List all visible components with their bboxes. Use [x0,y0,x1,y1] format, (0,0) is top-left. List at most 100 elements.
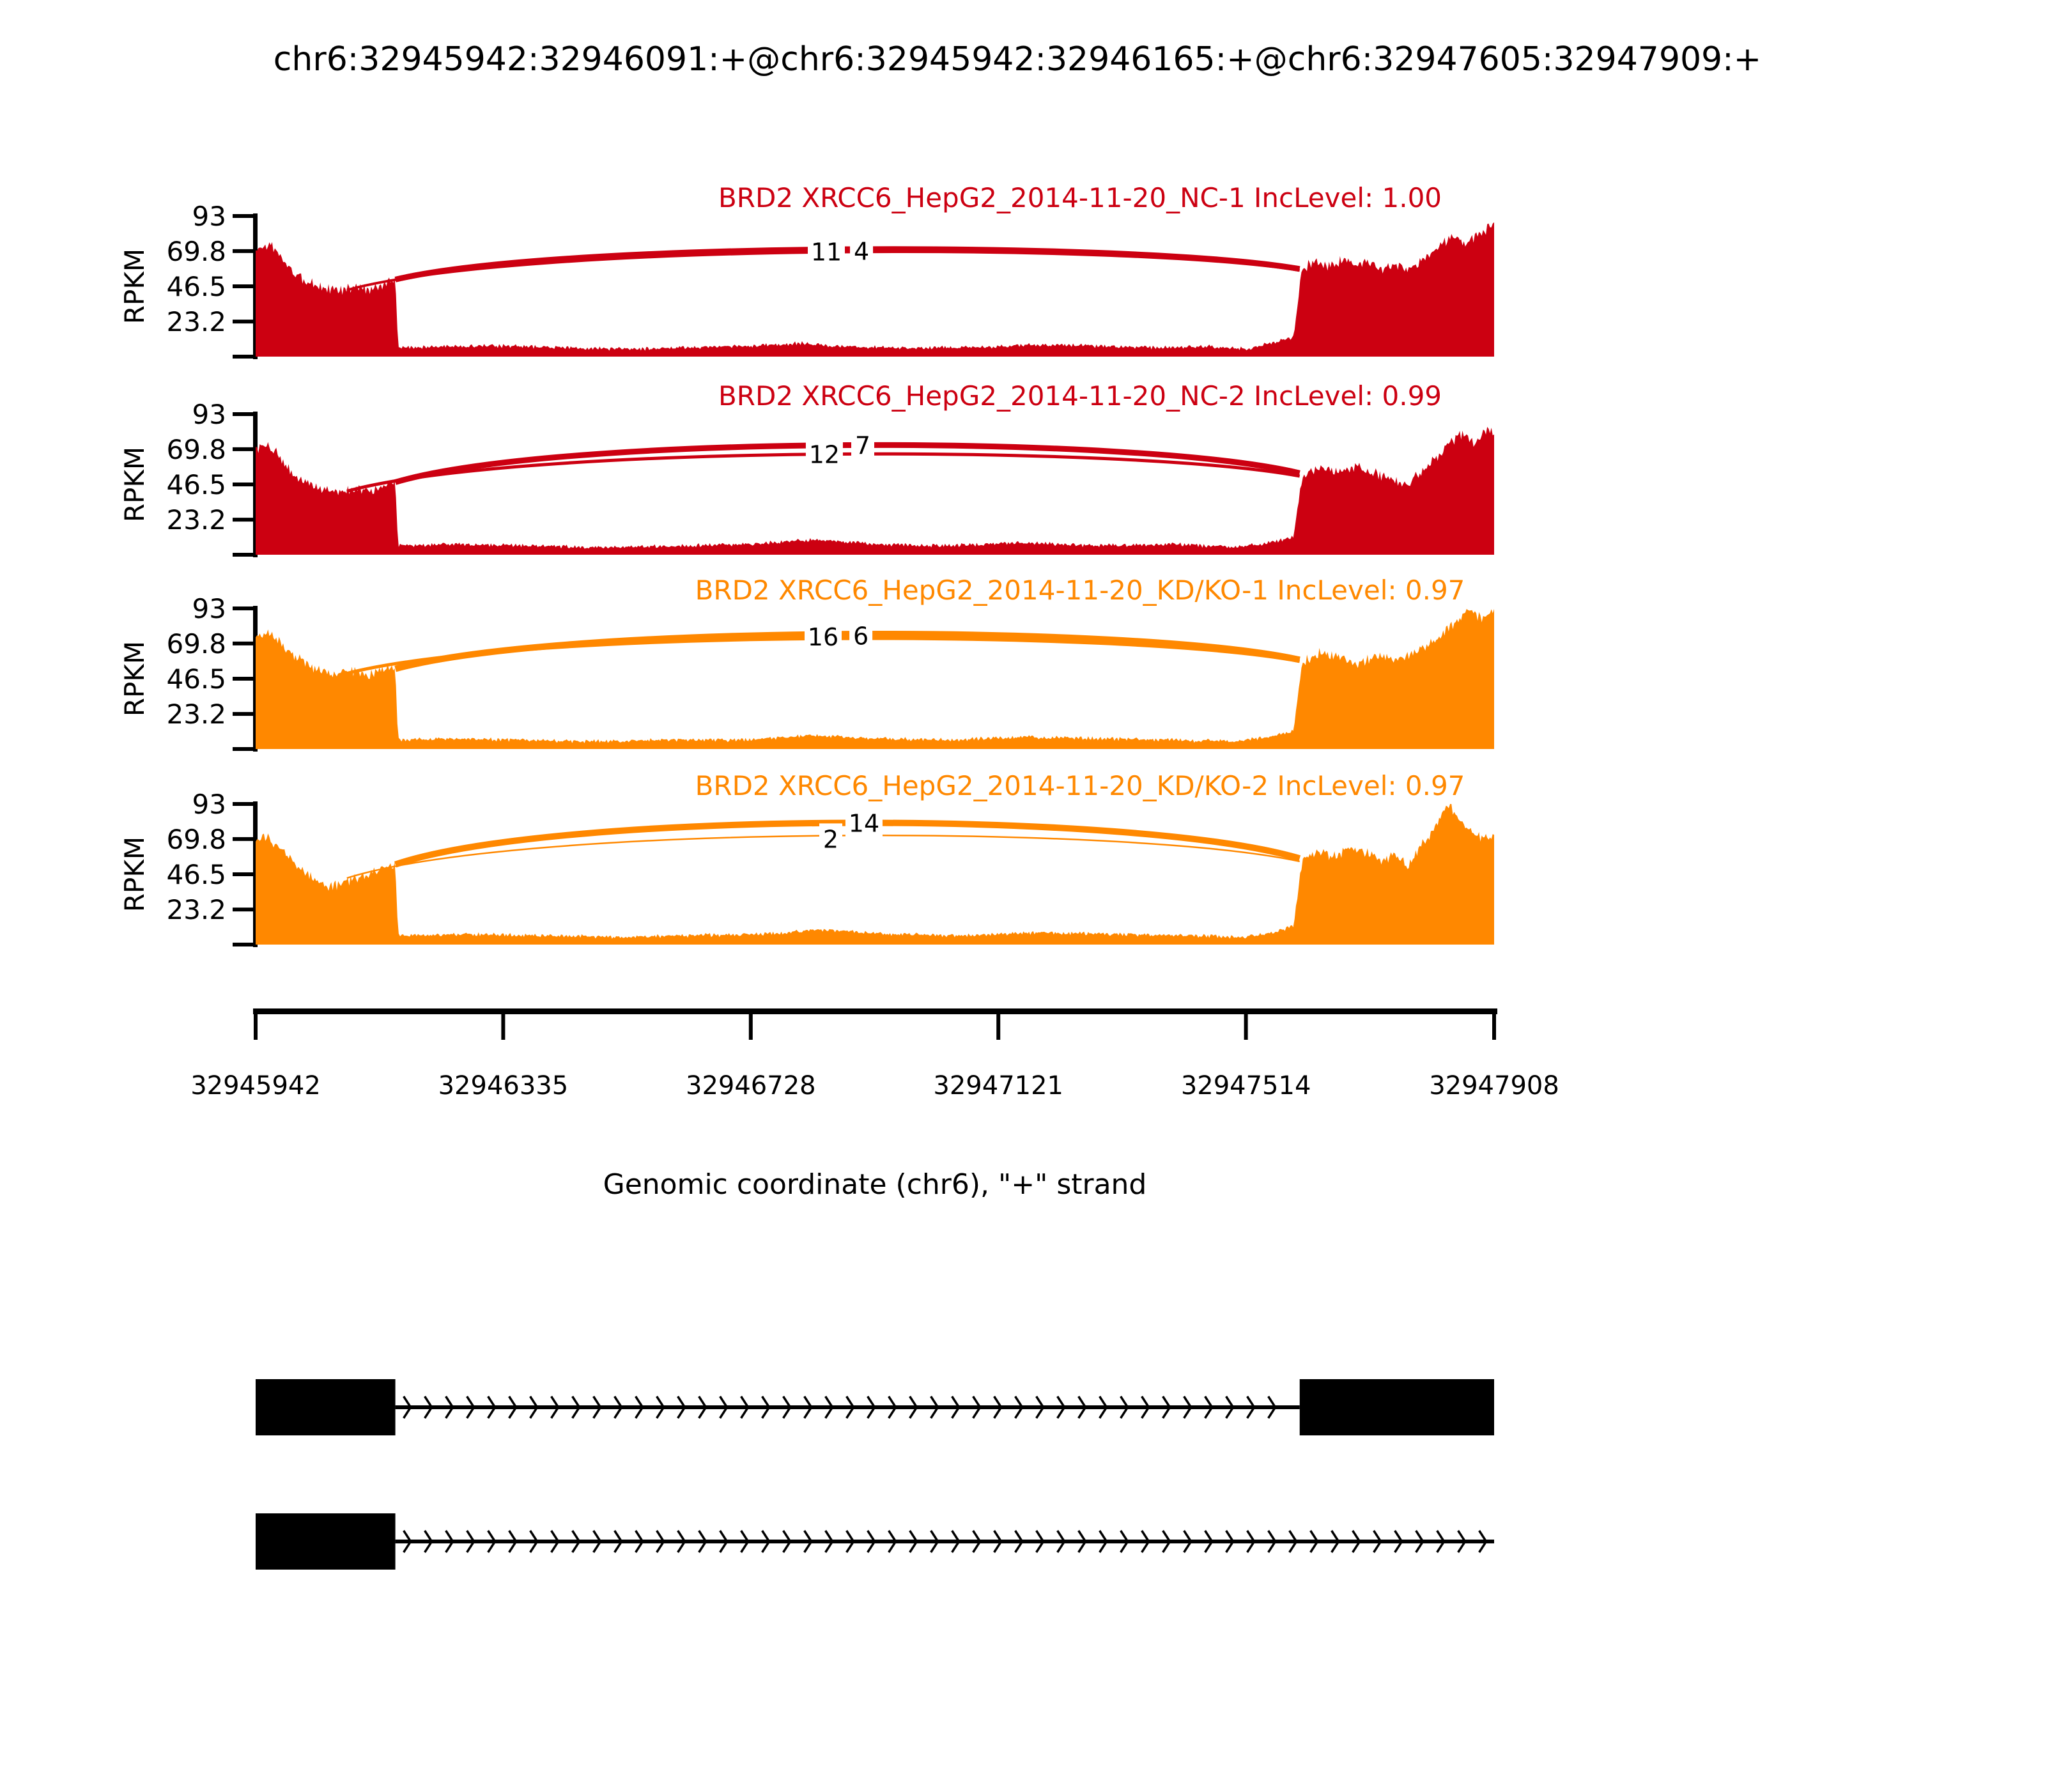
y-tick-label: 46.5 [166,469,226,500]
track-title: BRD2 XRCC6_HepG2_2014-11-20_KD/KO-2 IncL… [695,770,1465,801]
y-tick-label: 93 [192,789,226,820]
x-tick [1492,1014,1496,1040]
strand-arrow-chevron [1394,1530,1403,1553]
x-axis-line [253,1008,1497,1014]
y-axis-line [253,606,258,752]
strand-arrow-chevron [1014,1396,1024,1419]
y-tick-label: 69.8 [166,236,226,267]
junction-count-label: 12 [809,441,840,469]
strand-arrow-chevron [888,1396,897,1419]
x-tick [254,1014,258,1040]
junction-arc-2 [394,442,1300,485]
y-tick [233,872,254,876]
strand-arrow-chevron [445,1530,454,1553]
x-axis-title: Genomic coordinate (chr6), "+" strand [603,1168,1147,1201]
junction-count-label: 16 [808,623,838,651]
strand-arrow-chevron [845,1530,855,1553]
strand-arrow-chevron [487,1530,497,1553]
x-tick-label: 32947514 [1181,1071,1311,1101]
y-tick-label: 46.5 [166,271,226,302]
junction-count-label: 11 [811,238,842,266]
strand-arrow-chevron [1204,1530,1214,1553]
strand-arrow-chevron [1415,1530,1424,1553]
strand-arrow-chevron [1099,1396,1108,1419]
strand-arrow-chevron [592,1530,602,1553]
y-tick [233,284,254,288]
coverage-area [256,608,1494,749]
strand-arrow-chevron [1331,1530,1340,1553]
strand-arrow-chevron [1141,1530,1150,1553]
isoform-exon [256,1513,396,1570]
strand-arrow-chevron [993,1530,1003,1553]
strand-arrow-chevron [909,1530,918,1553]
strand-arrow-chevron [614,1530,623,1553]
strand-arrow-chevron [1120,1396,1129,1419]
junction-count-gap [805,438,843,470]
strand-arrow-chevron [656,1530,665,1553]
strand-arrow-chevron [1141,1396,1150,1419]
strand-arrow-chevron [719,1396,729,1419]
y-tick-label: 46.5 [166,859,226,890]
strand-arrow-chevron [782,1530,792,1553]
strand-arrow-chevron [677,1396,686,1419]
y-tick [233,747,254,751]
strand-arrow-chevron [508,1396,518,1419]
sashimi-track-2: BRD2 XRCC6_HepG2_2014-11-20_NC-2 IncLeve… [119,380,1494,557]
y-tick [233,712,254,716]
y-tick-label: 46.5 [166,663,226,695]
strand-arrow-chevron [930,1396,939,1419]
strand-arrow-chevron [1309,1530,1319,1553]
junction-count-gap [808,236,845,267]
strand-arrow-chevron [508,1530,518,1553]
y-tick [233,802,254,806]
y-tick-label: 23.2 [166,699,226,730]
x-tick-label: 32947121 [933,1071,1063,1101]
strand-arrow-chevron [972,1530,982,1553]
y-tick [233,518,254,522]
junction-count-gap [845,807,883,838]
track-title: BRD2 XRCC6_HepG2_2014-11-20_KD/KO-1 IncL… [695,575,1465,606]
junction-count-gap [850,235,874,266]
strand-arrow-chevron [1478,1530,1488,1553]
tracks-layer: BRD2 XRCC6_HepG2_2014-11-20_NC-1 IncLeve… [119,182,1494,947]
y-tick-label: 23.2 [166,504,226,536]
x-tick [996,1014,1001,1040]
strand-arrow-chevron [1056,1396,1066,1419]
strand-arrow-chevron [1035,1530,1045,1553]
y-tick-label: 23.2 [166,894,226,925]
rpkm-axis-label: RPKM [119,249,150,324]
strand-arrow-chevron [719,1530,729,1553]
strand-arrow-chevron [1014,1530,1024,1553]
strand-arrow-chevron [1246,1396,1256,1419]
junction-count-gap [819,823,843,854]
strand-arrow-chevron [993,1396,1003,1419]
strand-arrow-chevron [550,1530,560,1553]
strand-arrow-chevron [571,1396,581,1419]
junction-count-label: 2 [823,825,838,853]
strand-arrow-chevron [466,1530,475,1553]
track-title: BRD2 XRCC6_HepG2_2014-11-20_NC-1 IncLeve… [718,182,1442,213]
gene-structure-diagram [256,1379,1494,1570]
strand-arrow-chevron [888,1530,897,1553]
coverage-area [256,222,1494,357]
y-tick [233,214,254,218]
y-tick [233,677,254,681]
junction-count-gap [851,429,875,461]
rpkm-axis-label: RPKM [119,641,150,716]
x-tick-label: 32947908 [1429,1071,1559,1101]
strand-arrow-chevron [1457,1530,1467,1553]
y-tick [233,837,254,841]
coverage-area [256,804,1494,945]
strand-arrow-chevron [1246,1530,1256,1553]
strand-arrow-chevron [824,1530,834,1553]
x-tick-label: 32946728 [686,1071,816,1101]
strand-arrow-chevron [782,1396,792,1419]
strand-arrow-chevron [1183,1396,1192,1419]
strand-arrow-chevron [740,1396,750,1419]
y-tick [233,483,254,486]
junction-count-gap [849,620,873,651]
strand-arrow-chevron [677,1530,686,1553]
y-tick-label: 93 [192,399,226,430]
junction-count-label: 6 [853,622,868,651]
y-axis-line [253,213,258,359]
